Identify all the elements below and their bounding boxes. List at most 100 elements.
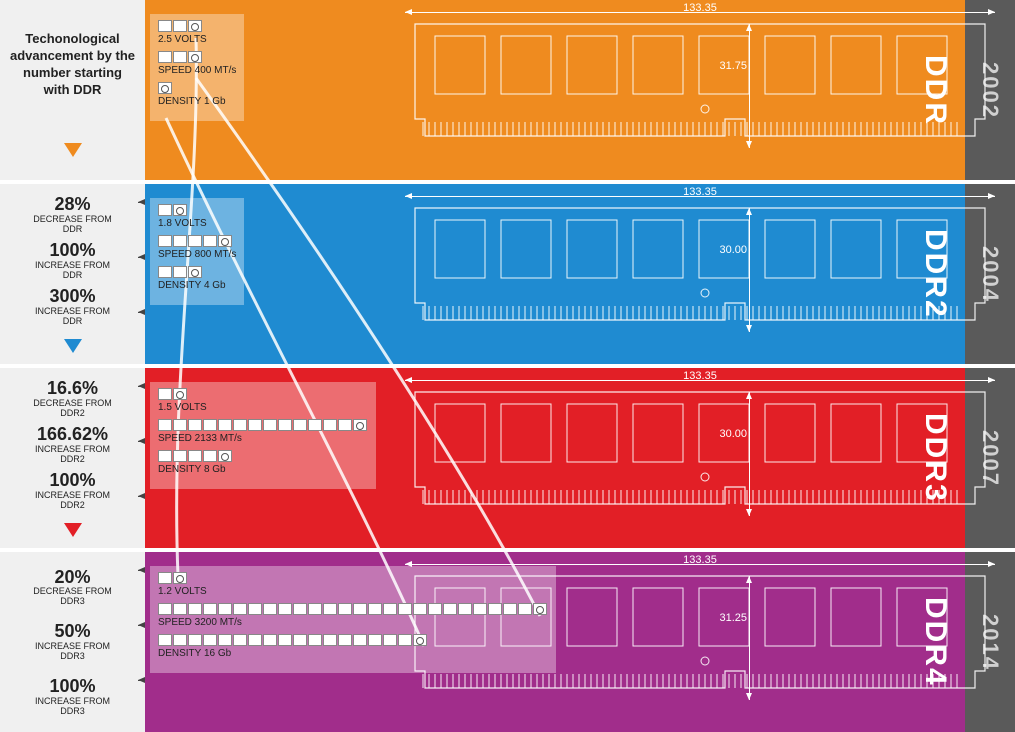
spec-cell [443, 603, 457, 615]
spec-cell [518, 603, 532, 615]
stat-percent: 20% [4, 568, 141, 588]
main-column: 133.35 2.5 VOLTS SPEED 400 MT/s DENSITY … [145, 0, 905, 180]
spec-cell [473, 603, 487, 615]
spec-cell [188, 266, 202, 278]
dimension-width-arrow [405, 12, 995, 13]
stat-line1: INCREASE FROM [35, 641, 110, 651]
spec-cell [248, 419, 262, 431]
spec-cell [368, 603, 382, 615]
left-column: 20% DECREASE FROM DDR3 50% INCREASE FROM… [0, 552, 145, 732]
spec-cell [158, 450, 172, 462]
spec-cell [338, 634, 352, 646]
spec-volts: 2.5 VOLTS [158, 20, 236, 45]
spec-density: DENSITY 16 Gb [158, 634, 548, 659]
spec-cell [278, 419, 292, 431]
stat-block: 300% INCREASE FROM DDR [4, 287, 141, 327]
dimension-width-arrow [405, 564, 995, 565]
main-column: 133.35 1.2 VOLTS SPEED 3200 MT/s DENSITY… [145, 552, 905, 732]
stat-line2: DDR2 [60, 408, 85, 418]
spec-cell [323, 634, 337, 646]
spec-cell [263, 603, 277, 615]
spec-density-label: DENSITY 16 Gb [158, 648, 548, 659]
stat-line2: DDR3 [60, 651, 85, 661]
spec-cell [203, 634, 217, 646]
spec-cell [293, 634, 307, 646]
left-column: 28% DECREASE FROM DDR 100% INCREASE FROM… [0, 184, 145, 364]
spec-cell [503, 603, 517, 615]
generation-row-ddr3: 16.6% DECREASE FROM DDR2 166.62% INCREAS… [0, 368, 1015, 548]
dimension-height-arrow [749, 24, 750, 148]
stat-percent: 28% [4, 195, 141, 215]
spec-density-label: DENSITY 8 Gb [158, 464, 368, 475]
spec-cell [278, 603, 292, 615]
spec-volts-label: 1.2 VOLTS [158, 586, 548, 597]
spec-cell [158, 82, 172, 94]
spec-cell [173, 235, 187, 247]
spec-cell [203, 603, 217, 615]
stat-percent: 100% [4, 241, 141, 261]
spec-cell [308, 634, 322, 646]
spec-cell [188, 450, 202, 462]
spec-cell [158, 204, 172, 216]
spec-cell [173, 20, 187, 32]
dimension-width-arrow [405, 380, 995, 381]
left-column: 16.6% DECREASE FROM DDR2 166.62% INCREAS… [0, 368, 145, 548]
stat-line1: DECREASE FROM [33, 214, 112, 224]
spec-speed: SPEED 3200 MT/s [158, 603, 548, 628]
stat-block: 28% DECREASE FROM DDR [4, 195, 141, 235]
spec-cell [458, 603, 472, 615]
spec-cell [188, 634, 202, 646]
spec-cell [293, 603, 307, 615]
spec-cell [488, 603, 502, 615]
spec-cell [158, 634, 172, 646]
spec-cell [203, 419, 217, 431]
stat-block: 16.6% DECREASE FROM DDR2 [4, 379, 141, 419]
stat-line2: DDR [63, 270, 83, 280]
spec-cell [188, 603, 202, 615]
spec-cell [218, 603, 232, 615]
stat-percent: 166.62% [4, 425, 141, 445]
spec-cell [158, 572, 172, 584]
stat-percent: 16.6% [4, 379, 141, 399]
spec-cell [173, 388, 187, 400]
spec-cell [218, 450, 232, 462]
left-column: Techonological advancement by the number… [0, 0, 145, 180]
spec-cell [158, 388, 172, 400]
spec-panel: 2.5 VOLTS SPEED 400 MT/s DENSITY 1 Gb [150, 14, 244, 121]
dimension-height-arrow [749, 208, 750, 332]
spec-cell [398, 603, 412, 615]
stat-percent: 100% [4, 471, 141, 491]
ram-module-diagram [405, 198, 995, 338]
spec-volts-label: 1.8 VOLTS [158, 218, 236, 229]
spec-volts: 1.8 VOLTS [158, 204, 236, 229]
spec-cell [158, 20, 172, 32]
stat-block: 50% INCREASE FROM DDR3 [4, 622, 141, 662]
spec-speed-label: SPEED 400 MT/s [158, 65, 236, 76]
stat-block: 100% INCREASE FROM DDR3 [4, 677, 141, 717]
spec-cell [158, 51, 172, 63]
spec-panel: 1.5 VOLTS SPEED 2133 MT/s DENSITY 8 Gb [150, 382, 376, 489]
spec-density: DENSITY 1 Gb [158, 82, 236, 107]
spec-cell [188, 20, 202, 32]
spec-volts-label: 1.5 VOLTS [158, 402, 368, 413]
spec-cell [173, 450, 187, 462]
spec-volts: 1.5 VOLTS [158, 388, 368, 413]
spec-cell [188, 235, 202, 247]
spec-cell [308, 603, 322, 615]
stat-line1: INCREASE FROM [35, 306, 110, 316]
spec-cell [533, 603, 547, 615]
stat-block: 100% INCREASE FROM DDR2 [4, 471, 141, 511]
main-column: 133.35 1.5 VOLTS SPEED 2133 MT/s DENSITY… [145, 368, 905, 548]
header-text: Techonological advancement by the number… [4, 23, 141, 107]
spec-cell [203, 235, 217, 247]
spec-cell [233, 603, 247, 615]
stat-line1: INCREASE FROM [35, 260, 110, 270]
spec-cell [428, 603, 442, 615]
dimension-height: 30.00 [719, 244, 747, 256]
spec-cell [353, 419, 367, 431]
generation-row-ddr4: 20% DECREASE FROM DDR3 50% INCREASE FROM… [0, 552, 1015, 732]
arrow-down-icon [64, 143, 82, 157]
spec-density: DENSITY 4 Gb [158, 266, 236, 291]
spec-panel: 1.2 VOLTS SPEED 3200 MT/s DENSITY 16 Gb [150, 566, 556, 673]
stat-line1: INCREASE FROM [35, 696, 110, 706]
